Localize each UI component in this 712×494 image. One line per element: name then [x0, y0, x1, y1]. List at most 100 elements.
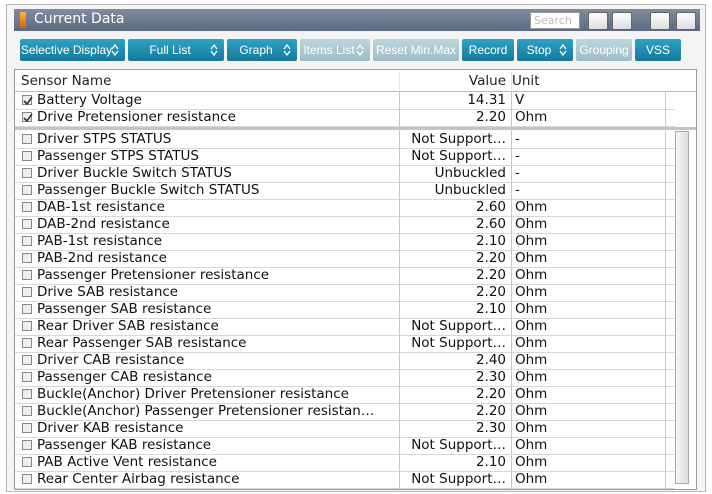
checkbox[interactable]	[22, 338, 32, 348]
sensor-value: Not Support…	[411, 471, 506, 487]
sensor-name: Rear Driver SAB resistance	[37, 318, 219, 334]
column-header[interactable]: Sensor Name	[21, 73, 112, 89]
sensor-name: Passenger Buckle Switch STATUS	[37, 182, 260, 198]
row-divider	[15, 403, 675, 404]
checkbox[interactable]	[22, 253, 32, 263]
sensor-unit: Ohm	[515, 369, 548, 385]
toolbar-button[interactable]: Reset Min.Max	[373, 39, 459, 61]
sensor-unit: Ohm	[515, 318, 548, 334]
toolbar-button[interactable]: Grouping	[576, 39, 632, 61]
row-divider	[15, 369, 675, 370]
sensor-unit: Ohm	[515, 199, 548, 215]
dropdown-arrow	[210, 44, 218, 56]
search-box[interactable]: Search	[530, 12, 580, 29]
button-label: Full List	[149, 43, 191, 57]
checkbox[interactable]	[22, 202, 32, 212]
sensor-name: Battery Voltage	[37, 92, 142, 108]
row-divider	[15, 182, 675, 183]
sensor-name: Rear Passenger SAB resistance	[37, 335, 247, 351]
sensor-name: Driver Buckle Switch STATUS	[37, 165, 232, 181]
sensor-name: DAB-2nd resistance	[37, 216, 170, 232]
button-label: Selective Display	[20, 43, 113, 57]
sensor-value: 2.40	[475, 352, 506, 368]
row-divider	[15, 148, 675, 149]
checkbox[interactable]	[22, 219, 32, 229]
sensor-unit: Ohm	[515, 335, 548, 351]
row-divider	[15, 109, 675, 110]
title-icon	[20, 12, 26, 28]
checkbox[interactable]	[22, 270, 32, 280]
button-label: Items List	[303, 43, 355, 57]
checkbox[interactable]	[22, 134, 32, 144]
row-divider	[15, 126, 675, 127]
checkbox[interactable]	[22, 389, 32, 399]
column-divider	[511, 72, 512, 90]
button-label: Record	[468, 43, 508, 57]
sensor-unit: Ohm	[515, 109, 548, 125]
checkbox[interactable]	[22, 168, 32, 178]
window-title: Current Data	[34, 11, 125, 27]
sensor-name: PAB-1st resistance	[37, 233, 163, 249]
sensor-value: 2.20	[475, 250, 506, 266]
sensor-unit: Ohm	[515, 301, 548, 317]
sensor-value: 2.20	[475, 403, 506, 419]
menu-icon[interactable]	[676, 12, 696, 30]
sensor-unit: Ohm	[515, 352, 548, 368]
toolbar-button[interactable]: Record	[462, 39, 514, 61]
sensor-value: Not Support…	[411, 437, 506, 453]
sensor-name: DAB-1st resistance	[37, 199, 165, 215]
toolbar-button[interactable]: Stop	[517, 39, 573, 61]
sensor-name: Passenger CAB resistance	[37, 369, 212, 385]
checkbox[interactable]	[22, 457, 32, 467]
checkbox[interactable]	[22, 321, 32, 331]
row-divider	[15, 386, 675, 387]
sensor-value: 2.20	[475, 284, 506, 300]
row-divider	[15, 437, 675, 438]
checkbox[interactable]	[22, 236, 32, 246]
checkbox[interactable]	[22, 304, 32, 314]
sensor-unit: V	[515, 92, 525, 108]
button-label: VSS	[645, 43, 670, 57]
column-header[interactable]: Unit	[512, 73, 540, 89]
row-divider	[15, 488, 675, 489]
sensor-unit: -	[515, 182, 520, 198]
checkbox[interactable]	[22, 423, 32, 433]
dropdown-arrow	[559, 44, 567, 56]
pinned-divider	[15, 127, 696, 130]
sensor-unit: Ohm	[515, 284, 548, 300]
sensor-value: Not Support…	[411, 131, 506, 147]
row-divider	[15, 199, 675, 200]
sensor-name: Driver CAB resistance	[37, 352, 185, 368]
search-icon[interactable]	[588, 12, 608, 30]
column-header[interactable]: Value	[468, 73, 506, 89]
toolbar-button[interactable]: Full List	[128, 39, 224, 61]
sensor-name: PAB-2nd resistance	[37, 250, 167, 266]
list-icon[interactable]	[612, 12, 632, 30]
sensor-name: Driver KAB resistance	[37, 420, 184, 436]
sensor-unit: Ohm	[515, 403, 548, 419]
checkbox[interactable]	[22, 287, 32, 297]
sensor-name: Drive SAB resistance	[37, 284, 179, 300]
checkbox[interactable]	[22, 151, 32, 161]
sensor-unit: -	[515, 148, 520, 164]
checkbox[interactable]	[22, 355, 32, 365]
sensor-name: PAB Active Vent resistance	[37, 454, 217, 470]
checkbox[interactable]	[22, 185, 32, 195]
checkbox[interactable]	[22, 474, 32, 484]
button-label: Stop	[526, 43, 552, 57]
checkbox[interactable]	[22, 406, 32, 416]
scrollbar[interactable]	[675, 131, 689, 484]
sensor-name: Drive Pretensioner resistance	[37, 109, 236, 125]
sensor-unit: Ohm	[515, 250, 548, 266]
retry-icon[interactable]	[650, 12, 670, 30]
data-table: Sensor Name Value Unit Battery Voltage 14.31…	[14, 69, 697, 490]
sensor-value: 2.20	[475, 386, 506, 402]
toolbar-button[interactable]: Graph	[227, 39, 297, 61]
checkbox[interactable]	[22, 440, 32, 450]
row-divider	[15, 284, 675, 285]
toolbar-button[interactable]: Items List	[300, 39, 370, 61]
toolbar-button[interactable]: VSS	[635, 39, 681, 61]
checkbox[interactable]	[22, 372, 32, 382]
toolbar-button[interactable]: Selective Display	[20, 39, 125, 61]
row-divider	[15, 267, 675, 268]
